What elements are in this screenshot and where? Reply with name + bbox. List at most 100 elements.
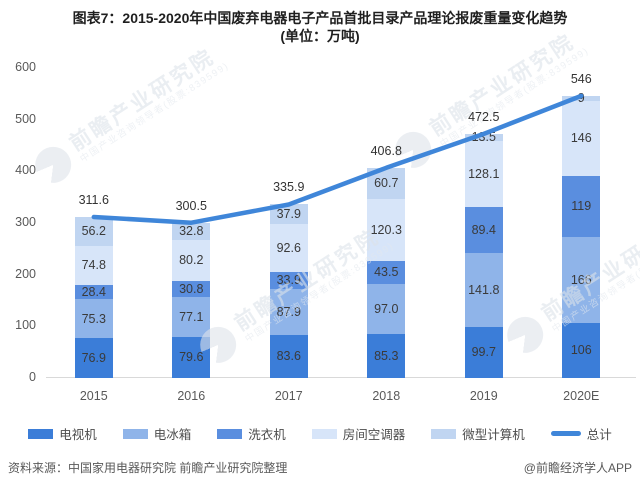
bar-segment: 74.8 <box>74 246 113 285</box>
legend-swatch <box>122 428 148 439</box>
footer: 资料来源：中国家用电器研究院 前瞻产业研究院整理 @前瞻经济学人APP <box>8 459 632 476</box>
legend-swatch <box>311 428 337 439</box>
stacked-bar-2015: 76.9 75.3 28.4 74.8 56.2 <box>74 217 113 378</box>
bar-segment-value: 28.4 <box>81 284 106 299</box>
total-value-label: 335.9 <box>273 180 305 195</box>
bar-segment: 146 <box>562 100 601 176</box>
total-line <box>91 93 584 225</box>
bar-segment: 76.9 <box>74 338 113 378</box>
bar-segment-value: 77.1 <box>179 309 204 324</box>
bar-segment-value: 60.7 <box>374 176 399 191</box>
stacked-bar-2017: 83.6 87.9 33.9 92.6 37.9 <box>269 204 308 378</box>
bar-segment-value: 89.4 <box>471 222 496 237</box>
bar-segment: 37.9 <box>269 204 308 225</box>
bar-segment-value: 80.2 <box>179 253 204 268</box>
bar-segment-value: 99.7 <box>471 345 496 359</box>
bar-segment: 99.7 <box>464 326 503 378</box>
bar-segment: 89.4 <box>464 207 503 254</box>
bar-segment: 166 <box>562 237 601 324</box>
bar-segment-value: 37.9 <box>276 207 301 221</box>
x-axis-tick-label: 2016 <box>177 389 206 403</box>
x-axis-tick-label: 2015 <box>79 389 108 403</box>
bar-segment-value: 76.9 <box>81 350 106 365</box>
bar-segment: 80.2 <box>172 239 211 282</box>
bar-segment-value: 33.9 <box>276 273 301 288</box>
x-axis-tick-label: 2018 <box>372 389 401 403</box>
bar-segment-value: 128.1 <box>468 166 500 181</box>
legend-swatch <box>431 428 457 439</box>
bar-segment: 43.5 <box>367 261 406 284</box>
bar-segment-value: 43.5 <box>374 265 399 280</box>
bar-segment: 33.9 <box>269 271 308 290</box>
bar-segment: 83.6 <box>269 334 308 378</box>
bar-segment-value: 141.8 <box>468 282 500 297</box>
stacked-bar-2018: 85.3 97.0 43.5 120.3 60.7 <box>367 167 406 378</box>
bar-segment-value: 75.3 <box>81 311 106 326</box>
bar-segment-value: 119 <box>571 199 592 214</box>
total-value-label: 406.8 <box>370 143 402 158</box>
bar-segment-value: 85.3 <box>374 348 399 363</box>
bar-segment-value: 74.8 <box>81 258 106 273</box>
bar-segment: 128.1 <box>464 140 503 208</box>
legend-label: 微型计算机 <box>462 428 525 442</box>
bar-segment-value: 92.6 <box>276 240 301 255</box>
bar-segment: 85.3 <box>367 333 406 378</box>
legend-line-marker <box>550 431 581 436</box>
legend-item: 电冰箱 <box>122 424 192 443</box>
y-axis-tick-label: 300 <box>15 215 36 229</box>
x-axis-line <box>46 377 636 378</box>
legend-item: 房间空调器 <box>311 424 406 443</box>
y-axis-tick-label: 400 <box>15 163 36 178</box>
bar-segment-value: 56.2 <box>81 224 106 239</box>
legend-label: 房间空调器 <box>342 428 406 442</box>
legend-swatch <box>28 428 54 439</box>
bar-segment: 87.9 <box>269 289 308 335</box>
bar-segment-value: 83.6 <box>276 349 301 364</box>
legend-label: 电冰箱 <box>153 428 192 442</box>
total-value-label: 300.5 <box>175 198 207 213</box>
bar-segment-value: 166 <box>570 273 592 288</box>
bar-segment-value: 146 <box>570 131 592 146</box>
y-axis-tick-label: 500 <box>15 111 36 126</box>
bar-segment: 141.8 <box>464 253 503 327</box>
bar-segment-value: 32.8 <box>179 223 204 238</box>
bar-segment: 75.3 <box>74 299 113 339</box>
chart-unit-label: (单位：万吨) <box>280 28 360 44</box>
bar-segment: 77.1 <box>172 297 211 337</box>
total-value-label: 472.5 <box>468 109 500 124</box>
bar-segment: 56.2 <box>74 217 113 247</box>
bar-segment: 97.0 <box>367 283 406 334</box>
x-axis-tick-label: 2020E <box>563 389 600 403</box>
legend: 电视机 电冰箱 洗衣机 房间空调器 微型计算机 总计 <box>0 424 640 443</box>
total-value-label: 311.6 <box>78 193 109 207</box>
x-axis-tick-label: 2019 <box>469 389 498 403</box>
bar-segment: 106 <box>562 323 601 378</box>
legend-swatch <box>217 428 243 439</box>
bar-segment-value: 87.9 <box>276 304 301 319</box>
legend-item: 总计 <box>550 424 612 443</box>
y-axis-tick-label: 200 <box>15 266 36 281</box>
bar-segment-value: 30.8 <box>179 281 204 296</box>
chart-title: 图表7：2015-2020年中国废弃电器电子产品首批目录产品理论报废重量变化趋势 <box>72 10 568 26</box>
legend-label: 总计 <box>586 428 612 442</box>
bar-segment-value: 106 <box>570 343 592 358</box>
source-note: 资料来源：中国家用电器研究院 前瞻产业研究院整理 <box>8 461 288 475</box>
legend-item: 电视机 <box>28 424 97 443</box>
brand-credit: @前瞻经济学人APP <box>523 461 632 475</box>
bar-segment-value: 97.0 <box>374 301 399 316</box>
bar-segment: 30.8 <box>172 281 211 298</box>
stacked-bar-2019: 99.7 141.8 89.4 128.1 13.5 <box>464 131 503 378</box>
legend-item: 洗衣机 <box>217 424 286 443</box>
y-axis-tick-label: 100 <box>15 318 36 333</box>
bar-segment: 92.6 <box>269 224 308 272</box>
bar-segment: 119 <box>562 176 601 238</box>
x-axis-tick-label: 2017 <box>274 389 303 403</box>
bar-segment: 32.8 <box>172 222 211 240</box>
y-axis-tick-label: 600 <box>15 60 36 74</box>
plot-area: 76.9 75.3 28.4 74.8 56.2 79.6 77.1 30.8 80.2 32.8… <box>45 68 630 378</box>
legend-label: 洗衣机 <box>248 428 286 442</box>
legend-item: 微型计算机 <box>431 424 525 443</box>
total-value-label: 546 <box>570 71 592 86</box>
bar-segment: 120.3 <box>367 199 406 262</box>
